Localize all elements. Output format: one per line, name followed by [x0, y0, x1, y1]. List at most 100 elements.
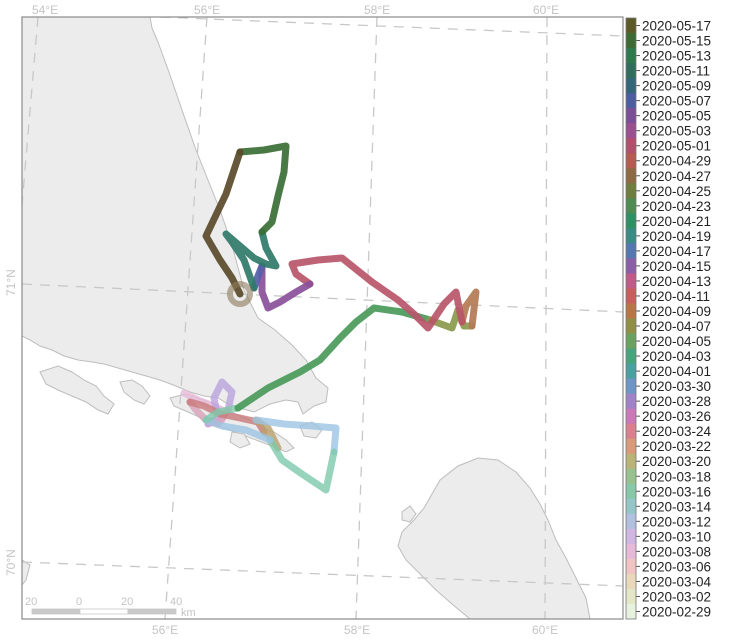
lon-label-56: 56°E — [194, 3, 220, 17]
land-islet-small-2 — [229, 431, 251, 449]
legend-swatch — [626, 393, 636, 410]
legend-swatch — [626, 363, 636, 380]
legend-date-label: 2020-03-22 — [642, 439, 711, 454]
legend-date-label: 2020-05-09 — [642, 79, 711, 94]
animal-track[interactable] — [180, 142, 480, 494]
track-segment[interactable] — [252, 416, 340, 456]
legend-swatch — [626, 243, 636, 259]
legend-date-label: 2020-05-17 — [642, 19, 711, 34]
legend-frame — [625, 17, 637, 620]
land-vaygach — [397, 457, 591, 619]
lon-label-58: 58°E — [364, 3, 390, 17]
scale-label-20: 20 — [121, 596, 133, 608]
legend-date-label: 2020-03-24 — [642, 424, 712, 439]
lon-label-60: 60°E — [533, 3, 559, 17]
legend-date-label: 2020-04-17 — [642, 244, 711, 259]
legend-swatch — [626, 168, 636, 184]
legend-swatch — [626, 183, 636, 199]
legend-date-label: 2020-04-21 — [642, 214, 711, 229]
track-segment[interactable] — [288, 254, 466, 332]
legend-swatch — [626, 453, 636, 470]
legend-date-label: 2020-05-13 — [642, 49, 711, 64]
legend-swatch — [626, 258, 636, 274]
legend-date-label: 2020-03-04 — [642, 574, 712, 589]
legend-date-label: 2020-03-06 — [642, 559, 711, 574]
legend-date-label: 2020-04-09 — [642, 304, 711, 319]
legend-date-label: 2020-04-19 — [642, 229, 711, 244]
land-islets-west — [39, 365, 115, 415]
legend-date-label: 2020-03-10 — [642, 529, 711, 544]
track-segment[interactable] — [202, 416, 274, 444]
legend-swatch — [626, 378, 636, 395]
track-segment[interactable] — [236, 142, 290, 236]
scale-bar-segment-3 — [127, 608, 177, 615]
legend-swatch — [626, 483, 636, 500]
legend-swatch — [626, 573, 636, 590]
land-mainland-corner — [22, 559, 31, 586]
legend-swatch — [626, 468, 636, 485]
legend-date-label: 2020-04-13 — [642, 274, 711, 289]
track-segment[interactable] — [202, 148, 244, 298]
legend-swatch — [626, 198, 636, 214]
meridian-54 — [22, 17, 39, 206]
legend-date-label: 2020-04-03 — [642, 349, 711, 364]
track-segment[interactable] — [222, 228, 280, 292]
legend-swatch — [626, 408, 636, 425]
legend-date-label: 2020-03-08 — [642, 544, 711, 559]
track-segment[interactable] — [266, 436, 338, 494]
legend-swatch — [626, 303, 636, 320]
legend-date-label: 2020-04-15 — [642, 259, 711, 274]
scale-label-40: 40 — [170, 596, 182, 608]
legend-swatch — [626, 18, 636, 34]
legend-swatch — [626, 138, 636, 154]
legend-swatch — [626, 423, 636, 440]
legend-date-label: 2020-05-03 — [642, 124, 711, 139]
track-segment[interactable] — [258, 262, 314, 312]
track-segment[interactable] — [458, 288, 480, 330]
legend-date-label: 2020-04-27 — [642, 169, 711, 184]
legend-date-label: 2020-03-28 — [642, 394, 711, 409]
legend-swatch — [626, 48, 636, 64]
scale-bar-segment-2 — [79, 608, 129, 615]
land-islets-mid — [119, 379, 151, 405]
legend-swatch — [626, 93, 636, 109]
legend-swatch — [626, 153, 636, 169]
legend-date-label: 2020-03-16 — [642, 484, 711, 499]
legend-swatch — [626, 78, 636, 94]
scale-bar: 20 0 20 40 km — [25, 596, 196, 619]
land-novaya-zemlya — [22, 17, 329, 415]
legend-swatch — [626, 288, 636, 304]
legend-date-label: 2020-04-29 — [642, 154, 711, 169]
legend-date-label: 2020-03-20 — [642, 454, 711, 469]
date-legend: 2020-05-172020-05-152020-05-132020-05-11… — [625, 17, 712, 620]
legend-swatch — [626, 318, 636, 335]
scale-bar-segment-1 — [31, 608, 81, 615]
legend-swatch — [626, 558, 636, 575]
track-segment[interactable] — [204, 378, 236, 428]
legend-date-label: 2020-03-12 — [642, 514, 711, 529]
legend-swatch — [626, 108, 636, 124]
legend-swatch — [626, 498, 636, 515]
legend-swatch — [626, 348, 636, 365]
legend-date-label: 2020-04-23 — [642, 199, 711, 214]
legend-date-label: 2020-04-01 — [642, 364, 711, 379]
legend-swatch — [626, 63, 636, 79]
legend-date-label: 2020-05-07 — [642, 94, 711, 109]
end-location-marker[interactable] — [227, 281, 253, 307]
legend-swatch — [626, 33, 636, 49]
map-frame — [21, 16, 624, 620]
legend-swatch — [626, 528, 636, 545]
scale-unit: km — [181, 607, 196, 619]
graticule — [22, 17, 623, 619]
legend-date-label: 2020-05-05 — [642, 109, 711, 124]
track-segment[interactable] — [234, 304, 434, 412]
track-segment[interactable] — [202, 404, 242, 424]
lat-label-70: 70°N — [4, 549, 18, 576]
legend-date-label: 2020-04-07 — [642, 319, 711, 334]
parallel-72 — [159, 17, 623, 37]
legend-date-label: 2020-03-14 — [642, 499, 712, 514]
legend-swatch — [626, 333, 636, 350]
lon-label-56-bottom: 56°E — [152, 623, 178, 637]
